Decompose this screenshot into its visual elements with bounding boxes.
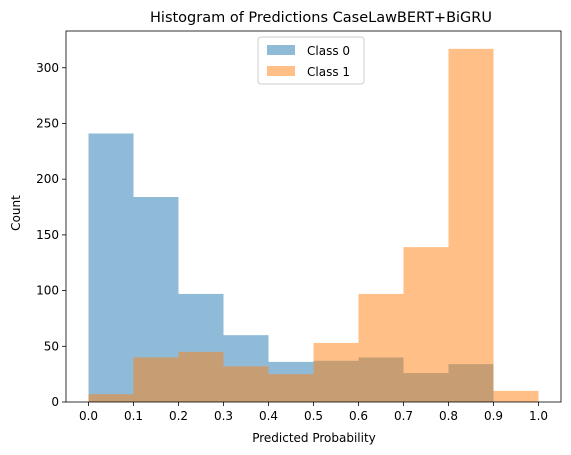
y-axis-ticks: 0 50 100 150 200 250 300 [36,61,66,409]
legend-label: Class 1 [307,65,350,79]
y-tick-label: 0 [51,395,59,409]
chart-title: Histogram of Predictions CaseLawBERT+BiG… [150,10,492,26]
bar-class-1-bin-5 [313,342,359,402]
bar-class-1-bin-2 [178,351,224,402]
x-tick-label: 0.0 [79,409,98,423]
x-tick-label: 0.8 [439,409,458,423]
y-axis-label: Count [9,195,23,231]
legend-label: Class 0 [307,44,350,58]
y-tick-label: 100 [36,284,59,298]
x-tick-label: 0.6 [349,409,368,423]
x-tick-label: 0.1 [124,409,143,423]
y-tick-label: 150 [36,228,59,242]
bar-class-1-bin-6 [358,293,404,402]
y-tick-label: 50 [44,339,59,353]
x-tick-label: 0.9 [484,409,503,423]
y-tick-label: 300 [36,61,59,75]
bars-layer [88,48,539,402]
x-tick-label: 0.2 [169,409,188,423]
bar-class-1-bin-0 [88,394,134,402]
x-tick-label: 0.7 [394,409,413,423]
bar-class-1-bin-9 [493,390,539,402]
bar-class-1-bin-4 [268,374,314,402]
legend: Class 0 Class 1 [257,36,365,85]
x-tick-label: 0.3 [214,409,233,423]
x-axis-ticks: 0.0 0.1 0.2 0.3 0.4 0.5 0.6 0.7 0.8 0.9 1.0 [79,402,548,423]
x-axis-label: Predicted Probability [252,431,376,445]
bar-class-1-bin-7 [403,247,449,402]
x-tick-label: 0.4 [259,409,278,423]
legend-swatch [267,66,295,76]
bar-class-1-bin-1 [133,357,179,402]
bar-class-0-bin-0 [88,133,134,402]
y-tick-label: 250 [36,116,59,130]
bar-class-1-bin-8 [448,48,494,402]
x-tick-label: 1.0 [529,409,548,423]
bar-class-1-bin-3 [223,366,269,402]
y-tick-label: 200 [36,172,59,186]
legend-swatch [267,45,295,55]
x-tick-label: 0.5 [304,409,323,423]
